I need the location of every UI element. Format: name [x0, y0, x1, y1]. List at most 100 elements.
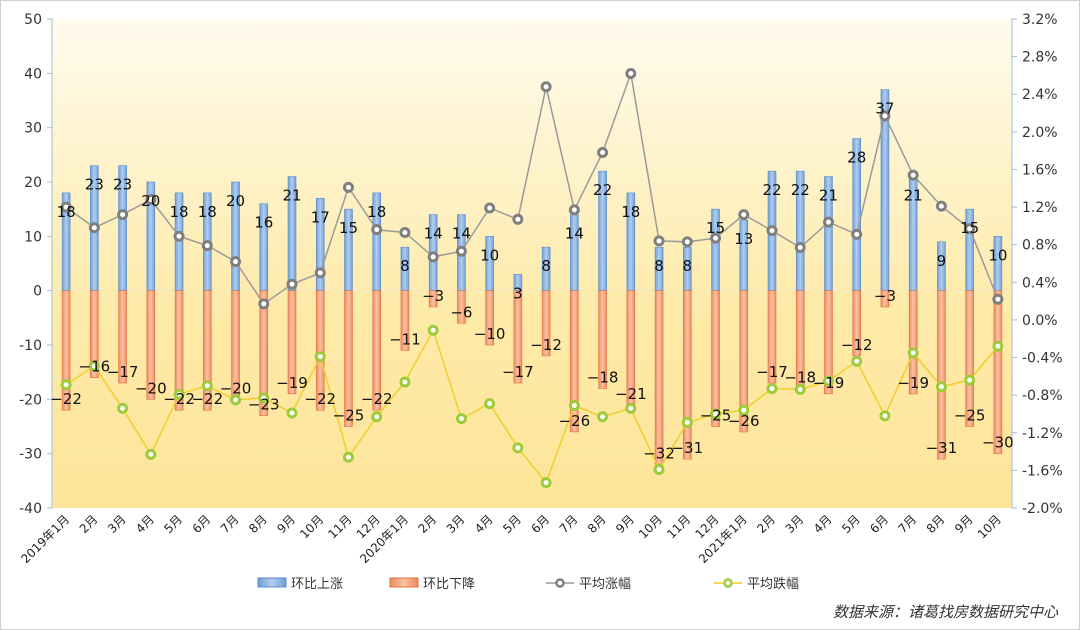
avg-rise-point [145, 194, 157, 206]
avg-fall-point [201, 380, 213, 392]
fall-data-label: −16 [79, 358, 111, 376]
plot-area [52, 19, 1012, 508]
rise-data-label: 21 [904, 187, 923, 205]
fall-data-label: −19 [897, 374, 929, 392]
avg-fall-point [173, 388, 185, 400]
rise-data-label: 22 [762, 181, 781, 199]
rise-data-label: 10 [480, 246, 499, 264]
fall-data-label: −25 [700, 407, 732, 425]
avg-rise-point [568, 204, 580, 216]
left-tick-label: -40 [19, 501, 42, 517]
right-tick-label: -2.0% [1022, 501, 1063, 517]
fall-bar [202, 290, 212, 411]
x-tick-label: 6月 [190, 512, 214, 536]
left-tick-label: 30 [24, 121, 42, 137]
legend-label: 平均涨幅 [579, 577, 631, 592]
fall-data-label: −22 [50, 390, 82, 408]
x-tick-label: 10月 [297, 512, 326, 541]
fall-data-label: −30 [982, 434, 1014, 452]
avg-fall-point [371, 411, 383, 423]
rise-data-label: 8 [541, 257, 551, 275]
x-tick-label: 2月 [754, 512, 778, 536]
rise-data-label: 17 [311, 208, 330, 226]
right-tick-label: -1.6% [1022, 463, 1063, 479]
fall-bar [767, 290, 777, 384]
rise-data-label: 23 [113, 176, 132, 194]
fall-bar [118, 290, 127, 384]
fall-bar [993, 290, 1003, 454]
legend-swatch [389, 577, 419, 588]
fall-data-label: −20 [135, 379, 167, 397]
fall-data-label: −22 [191, 390, 223, 408]
legend-label: 环比上涨 [291, 577, 343, 592]
avg-rise-point [484, 202, 496, 214]
fall-bar [965, 290, 974, 427]
avg-rise-point [992, 293, 1004, 305]
rise-data-label: 15 [706, 219, 725, 237]
right-tick-label: 1.2% [1022, 200, 1058, 216]
rise-data-label: 14 [452, 225, 471, 243]
fall-bar [908, 290, 918, 395]
x-tick-label: 9月 [952, 512, 976, 536]
avg-fall-point [794, 384, 806, 396]
fall-data-label: −31 [926, 439, 958, 457]
fall-data-label: −20 [220, 379, 252, 397]
avg-rise-point [88, 222, 100, 234]
rise-data-label: 3 [513, 284, 523, 302]
x-tick-label: 5月 [500, 512, 524, 536]
avg-rise-point [512, 213, 524, 225]
avg-fall-point [314, 351, 326, 363]
x-tick-label: 6月 [867, 512, 891, 536]
fall-data-label: −19 [813, 374, 845, 392]
rise-data-label: 22 [593, 181, 612, 199]
right-tick-label: 2.4% [1022, 87, 1058, 103]
left-tick-label: -30 [19, 447, 42, 463]
avg-rise-point [60, 201, 72, 213]
x-tick-label: 6月 [528, 512, 552, 536]
x-tick-label: 4月 [811, 512, 835, 536]
fall-data-label: −32 [643, 445, 675, 463]
avg-fall-point [935, 381, 947, 393]
avg-rise-point [766, 225, 778, 237]
legend-marker [555, 578, 565, 588]
left-tick-label: -10 [19, 338, 42, 354]
fall-bar [457, 290, 466, 324]
avg-fall-point [964, 374, 976, 386]
rise-data-label: 10 [988, 246, 1007, 264]
x-tick-label: 9月 [274, 512, 298, 536]
avg-rise-point [314, 267, 326, 279]
avg-fall-point [286, 407, 298, 419]
rise-data-label: 21 [819, 187, 838, 205]
right-tick-label: 0.8% [1022, 238, 1058, 254]
avg-fall-point [597, 411, 609, 423]
rise-data-label: 8 [683, 257, 693, 275]
fall-bar [90, 290, 99, 378]
avg-rise-point [935, 200, 947, 212]
rise-data-label: 18 [57, 203, 76, 221]
fall-data-label: −25 [954, 407, 986, 425]
rise-data-label: 21 [282, 187, 301, 205]
x-tick-label: 3月 [105, 512, 129, 536]
fall-bar [146, 290, 156, 400]
rise-data-label: 15 [339, 219, 358, 237]
right-tick-label: 3.2% [1022, 12, 1058, 28]
x-tick-label: 7月 [896, 512, 920, 536]
right-tick-label: 1.6% [1022, 162, 1058, 178]
rise-data-label: 20 [141, 192, 160, 210]
avg-rise-point [738, 209, 750, 221]
right-tick-label: 2.8% [1022, 50, 1058, 66]
avg-fall-point [681, 416, 693, 428]
avg-rise-point [286, 278, 298, 290]
rise-data-label: 13 [734, 230, 753, 248]
x-tick-label: 3月 [783, 512, 807, 536]
fall-data-label: −10 [474, 325, 506, 343]
avg-fall-point [879, 410, 891, 422]
avg-fall-point [625, 402, 637, 414]
fall-data-label: −17 [756, 363, 788, 381]
fall-bar [259, 290, 269, 416]
x-tick-label: 3月 [444, 512, 468, 536]
rise-data-label: 22 [791, 181, 810, 199]
avg-rise-point [822, 216, 834, 228]
left-tick-label: 40 [24, 66, 42, 82]
